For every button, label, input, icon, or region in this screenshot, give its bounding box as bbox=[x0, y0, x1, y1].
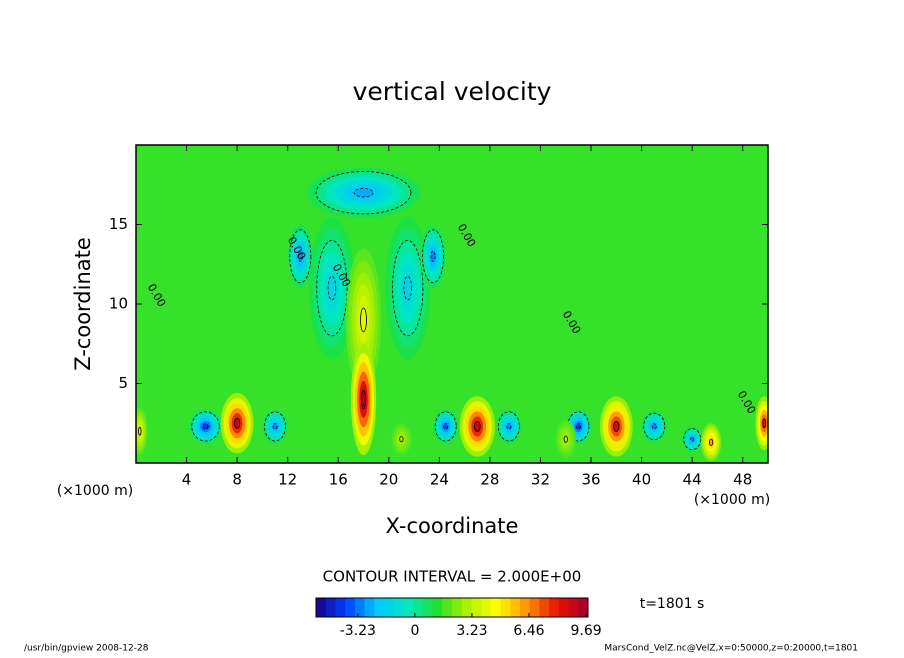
colorbar-cell bbox=[432, 598, 443, 617]
contour-level bbox=[563, 435, 568, 443]
colorbar-cell bbox=[413, 598, 424, 617]
contour-level bbox=[613, 420, 620, 432]
y-unit-label: (×1000 m) bbox=[57, 483, 133, 499]
contour-level bbox=[399, 436, 404, 443]
x-tick-label: 48 bbox=[733, 471, 752, 489]
colorbar-cell bbox=[471, 598, 482, 617]
y-tick-label: 5 bbox=[118, 374, 128, 392]
colorbar-cell bbox=[549, 598, 560, 617]
x-tick-label: 44 bbox=[683, 471, 702, 489]
x-tick-label: 40 bbox=[632, 471, 651, 489]
colorbar-cell bbox=[461, 598, 472, 617]
colorbar-cell bbox=[578, 598, 589, 617]
contour-level bbox=[272, 423, 278, 430]
x-axis-label: X-coordinate bbox=[386, 514, 519, 538]
colorbar-frame bbox=[315, 597, 589, 618]
colorbar-cell bbox=[374, 598, 385, 617]
colorbar-cell bbox=[384, 598, 395, 617]
y-axis-label: Z-coordinate bbox=[71, 237, 95, 371]
contour-level bbox=[651, 423, 657, 430]
x-tick-label: 16 bbox=[329, 471, 348, 489]
colorbar-cell bbox=[452, 598, 463, 617]
colorbar-cell bbox=[403, 598, 414, 617]
colorbar-cell bbox=[422, 598, 434, 617]
x-tick-label: 8 bbox=[232, 471, 242, 489]
colorbar-cell bbox=[354, 598, 366, 617]
chart-title: vertical velocity bbox=[353, 77, 552, 106]
colorbar-cell bbox=[442, 598, 453, 617]
contour-level bbox=[327, 275, 337, 301]
colorbar-cell bbox=[500, 598, 511, 617]
footer-left: /usr/bin/gpview 2008-12-28 bbox=[24, 644, 149, 654]
contour-level bbox=[443, 423, 449, 430]
time-label: t=1801 s bbox=[640, 596, 705, 612]
colorbar-tick-label: 6.46 bbox=[513, 623, 544, 639]
colorbar-cell bbox=[364, 598, 375, 617]
contour-level bbox=[506, 423, 512, 430]
colorbar-cell bbox=[568, 598, 579, 617]
footer-right: MarsCond_VelZ.nc@VelZ,x=0:50000,z=0:2000… bbox=[604, 644, 858, 654]
x-tick-label: 36 bbox=[581, 471, 600, 489]
colorbar-cell bbox=[558, 598, 570, 617]
contour-level bbox=[138, 426, 142, 436]
colorbar-cell bbox=[345, 598, 356, 617]
contour-interval: CONTOUR INTERVAL = 2.000E+00 bbox=[323, 568, 582, 586]
contour-level bbox=[202, 423, 209, 430]
contour-level bbox=[690, 436, 695, 442]
contour-level bbox=[353, 188, 374, 198]
colorbar-tick-label: 3.23 bbox=[456, 623, 487, 639]
colorbar-tick-label: 9.69 bbox=[570, 623, 601, 639]
colorbar-cell bbox=[316, 598, 327, 617]
x-tick-label: 20 bbox=[379, 471, 398, 489]
x-tick-label: 4 bbox=[182, 471, 192, 489]
colorbar-tick-label: -3.23 bbox=[340, 623, 376, 639]
colorbar-cell bbox=[490, 598, 502, 617]
contour-level bbox=[360, 307, 367, 333]
colorbar-cell bbox=[520, 598, 531, 617]
field bbox=[136, 145, 768, 463]
contour-level bbox=[762, 418, 767, 429]
x-tick-label: 12 bbox=[278, 471, 297, 489]
contour-level bbox=[297, 250, 303, 262]
colorbar-tick-label: 0 bbox=[410, 623, 419, 639]
y-tick-label: 10 bbox=[109, 295, 128, 313]
contour-level bbox=[473, 420, 481, 432]
x-unit-label: (×1000 m) bbox=[694, 492, 770, 508]
contour-level bbox=[430, 250, 436, 262]
x-tick-label: 24 bbox=[430, 471, 449, 489]
colorbar-cell bbox=[510, 598, 521, 617]
contour-level bbox=[403, 275, 412, 301]
x-tick-label: 28 bbox=[480, 471, 499, 489]
colorbar-cell bbox=[529, 598, 540, 617]
contour-level bbox=[361, 389, 367, 410]
colorbar-cell bbox=[539, 598, 550, 617]
contour-level bbox=[709, 438, 714, 446]
contour-level bbox=[575, 423, 581, 430]
contour-level bbox=[233, 417, 241, 429]
colorbar-cell bbox=[393, 598, 404, 617]
y-tick-label: 15 bbox=[109, 215, 128, 233]
x-tick-label: 32 bbox=[531, 471, 550, 489]
colorbar-cell bbox=[335, 598, 346, 617]
colorbar-cell bbox=[325, 598, 336, 617]
colorbar-cell bbox=[481, 598, 492, 617]
